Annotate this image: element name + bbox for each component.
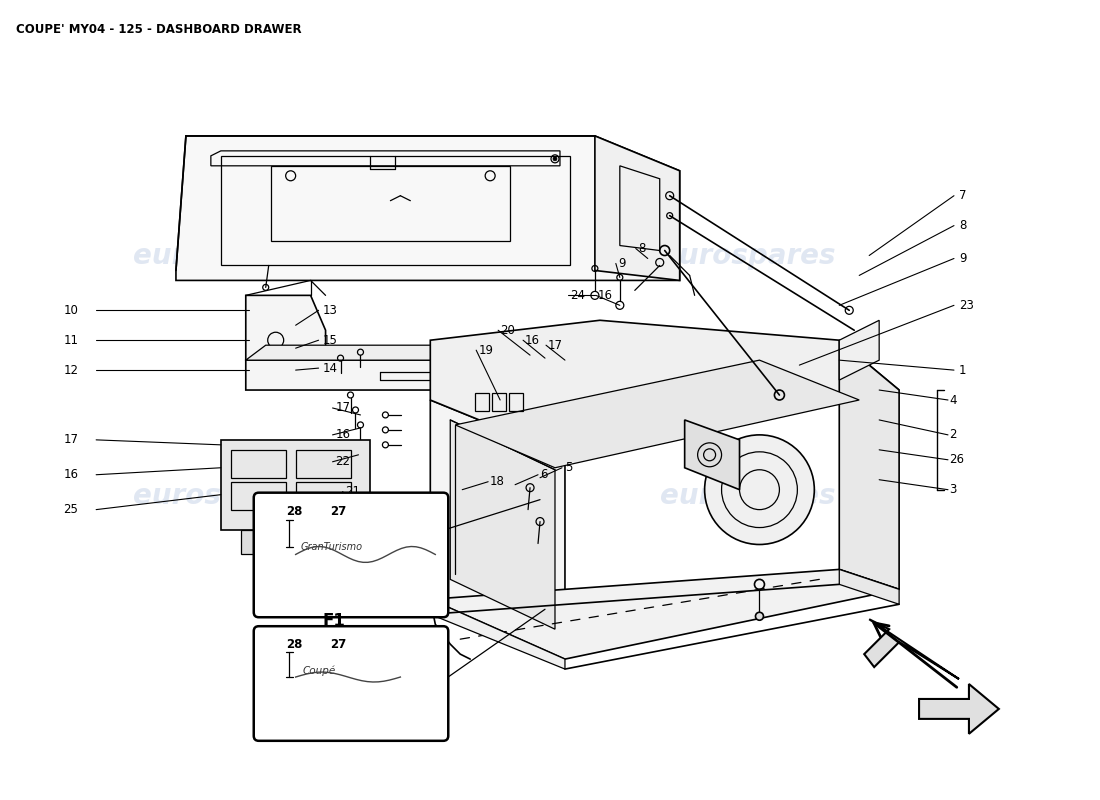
Circle shape [756,612,763,620]
Text: 28: 28 [286,638,302,650]
Text: 9: 9 [618,257,625,270]
Text: Coupé: Coupé [302,666,336,676]
Text: 16: 16 [525,334,540,346]
Text: COUPE' MY04 - 125 - DASHBOARD DRAWER: COUPE' MY04 - 125 - DASHBOARD DRAWER [16,23,302,36]
Polygon shape [245,345,700,360]
Text: 1: 1 [959,364,967,377]
Bar [492,393,506,411]
Text: 13: 13 [322,304,338,317]
Polygon shape [450,420,556,630]
Text: 12: 12 [63,364,78,377]
Polygon shape [470,390,530,415]
Polygon shape [865,619,959,679]
Polygon shape [920,684,999,734]
Text: 5: 5 [565,462,572,474]
Bar [475,393,490,411]
Polygon shape [430,320,899,455]
Bar [231,482,286,510]
Polygon shape [839,320,879,380]
Polygon shape [245,345,700,390]
Bar [231,450,286,478]
Text: 9: 9 [959,252,967,265]
Text: eurospares: eurospares [133,242,309,270]
Polygon shape [684,420,739,490]
Polygon shape [430,570,899,659]
Text: 4: 4 [949,394,957,406]
Text: 18: 18 [491,475,505,488]
Text: 17: 17 [548,338,563,352]
Text: 16: 16 [336,428,351,442]
Text: 26: 26 [949,454,964,466]
Polygon shape [595,136,680,281]
Text: eurospares: eurospares [133,482,309,510]
Text: 6: 6 [540,468,548,482]
Text: 22: 22 [336,455,351,468]
Bar [296,450,351,478]
Text: 16: 16 [598,289,613,302]
Text: 8: 8 [959,219,966,232]
Polygon shape [619,166,660,250]
Polygon shape [430,599,565,669]
FancyBboxPatch shape [254,626,449,741]
Text: 23: 23 [959,299,974,312]
Text: 24: 24 [570,289,585,302]
Text: 15: 15 [322,334,338,346]
Text: 14: 14 [322,362,338,374]
FancyBboxPatch shape [254,493,449,618]
Text: 19: 19 [478,344,493,357]
Text: 3: 3 [949,483,956,496]
Text: 28: 28 [286,505,302,518]
Polygon shape [241,530,341,554]
Text: 27: 27 [331,505,346,518]
Text: 2: 2 [949,428,957,442]
Bar [509,393,524,411]
Bar [296,482,351,510]
Text: 21: 21 [345,485,361,498]
Text: 27: 27 [331,638,346,650]
Text: 8: 8 [638,242,646,255]
Text: 20: 20 [500,324,515,337]
Polygon shape [221,440,371,530]
Polygon shape [176,136,680,281]
Text: GranTurismo: GranTurismo [300,542,363,553]
Circle shape [705,435,814,545]
Text: 25: 25 [63,503,78,516]
Polygon shape [430,400,565,659]
Circle shape [553,157,557,161]
Text: 11: 11 [63,334,78,346]
Text: 17: 17 [336,402,351,414]
Polygon shape [839,570,899,604]
Text: 17: 17 [63,434,78,446]
Text: F1: F1 [322,612,345,630]
Polygon shape [245,295,326,360]
Text: 16: 16 [63,468,78,482]
Polygon shape [455,360,859,468]
Text: 10: 10 [63,304,78,317]
Text: eurospares: eurospares [660,242,835,270]
Polygon shape [839,340,899,590]
Text: eurospares: eurospares [660,482,835,510]
Text: 7: 7 [959,190,967,202]
